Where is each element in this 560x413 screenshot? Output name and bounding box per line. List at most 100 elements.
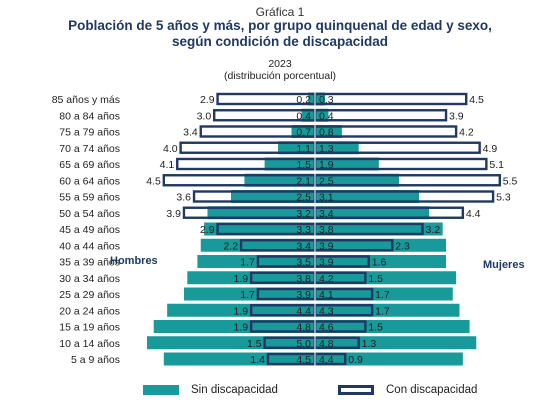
label-sin-mujeres: 3.9: [319, 257, 334, 269]
label-sin-hombres: 2.5: [296, 192, 311, 204]
label-con-hombres: 3.0: [197, 110, 212, 122]
age-label: 45 a 49 años: [59, 224, 120, 236]
label-sin-hombres: 5.0: [296, 338, 311, 350]
bar-sin-hombres: [207, 206, 315, 220]
label-con-hombres: 1.7: [240, 257, 255, 269]
bar-sin-mujeres: [315, 222, 443, 236]
label-con-hombres: 3.6: [176, 192, 191, 204]
label-sin-mujeres: 3.4: [319, 208, 334, 220]
label-con-mujeres: 5.3: [496, 192, 511, 204]
label-sin-mujeres: 4.6: [319, 322, 334, 334]
label-sin-hombres: 3.9: [296, 289, 311, 301]
legend-item-con-discapacidad: Con discapacidad: [338, 384, 477, 396]
label-sin-mujeres: 4.3: [319, 305, 334, 317]
label-con-mujeres: 5.5: [503, 175, 518, 187]
bar-sin-hombres: [204, 222, 315, 236]
bar-sin-hombres: [167, 303, 315, 317]
age-label: 65 a 69 años: [59, 159, 120, 171]
label-sin-hombres: 0.4: [296, 110, 311, 122]
label-sin-hombres: 1.5: [296, 159, 311, 171]
bar-sin-mujeres: [315, 157, 379, 171]
bar-sin-mujeres: [315, 352, 463, 366]
label-sin-mujeres: 0.4: [319, 110, 334, 122]
bar-sin-mujeres: [315, 190, 420, 203]
label-con-hombres: 2.9: [200, 224, 215, 236]
age-label: 25 a 29 años: [59, 289, 120, 301]
age-label: 75 a 79 años: [59, 127, 120, 139]
label-con-hombres: 1.9: [234, 273, 249, 285]
label-con-hombres: 2.2: [223, 240, 238, 252]
bar-sin-hombres: [231, 190, 315, 203]
label-sin-hombres: 3.5: [296, 257, 311, 269]
label-con-hombres: 1.7: [240, 289, 255, 301]
bar-sin-mujeres: [315, 238, 447, 252]
label-sin-mujeres: 0.8: [319, 127, 334, 139]
bar-sin-hombres: [291, 125, 315, 138]
bar-sin-mujeres: [315, 271, 457, 285]
label-con-mujeres: 4.9: [483, 143, 498, 155]
age-label: 80 a 84 años: [59, 110, 120, 122]
label-sin-mujeres: 3.9: [319, 240, 334, 252]
bar-sin-hombres: [244, 173, 315, 187]
label-con-hombres: 1.4: [250, 354, 265, 366]
age-label: 85 años y más: [52, 94, 120, 106]
label-sin-hombres: 2.1: [296, 175, 311, 187]
label-con-hombres: 4.1: [160, 159, 175, 171]
bar-sin-mujeres: [315, 125, 342, 138]
legend-item-sin-discapacidad: Sin discapacidad: [143, 384, 278, 396]
label-sin-hombres: 3.2: [296, 208, 311, 220]
label-sin-hombres: 4.5: [296, 354, 311, 366]
label-con-hombres: 1.5: [247, 338, 262, 350]
age-label: 70 a 74 años: [59, 143, 120, 155]
label-con-mujeres: 1.3: [362, 338, 377, 350]
bar-sin-mujeres: [315, 92, 326, 106]
label-sin-hombres: 1.1: [296, 143, 311, 155]
age-label: 5 a 9 años: [71, 354, 120, 366]
chart-year: 2023: [268, 58, 292, 70]
label-con-mujeres: 3.2: [426, 224, 441, 236]
label-sin-hombres: 4.8: [296, 322, 311, 334]
label-sin-hombres: 3.8: [296, 273, 311, 285]
label-con-hombres: 3.9: [166, 208, 181, 220]
label-con-hombres: 1.9: [234, 305, 249, 317]
bar-sin-hombres: [153, 320, 315, 333]
age-label: 40 a 44 años: [59, 240, 120, 252]
label-con-mujeres: 2.3: [395, 240, 410, 252]
bar-con-mujeres: [313, 109, 448, 122]
legend-label-sin-discapacidad: Sin discapacidad: [191, 384, 278, 396]
label-sin-mujeres: 1.3: [319, 143, 334, 155]
age-label: 10 a 14 años: [59, 338, 120, 350]
bar-sin-mujeres: [315, 255, 447, 268]
age-label: 55 a 59 años: [59, 192, 120, 204]
age-label: 50 a 54 años: [59, 208, 120, 220]
bar-sin-hombres: [200, 238, 315, 252]
chart-unit: (distribución porcentual): [223, 70, 337, 82]
age-label: 15 a 19 años: [59, 322, 120, 334]
label-sin-hombres: 3.3: [296, 224, 311, 236]
age-label: 30 a 34 años: [59, 273, 120, 285]
bar-sin-mujeres: [315, 173, 399, 187]
label-con-mujeres: 1.5: [368, 273, 383, 285]
bar-sin-hombres: [264, 157, 315, 171]
bar-sin-hombres: [163, 352, 315, 366]
bar-sin-mujeres: [315, 206, 430, 220]
label-con-hombres: 4.5: [146, 175, 161, 187]
bar-sin-mujeres: [315, 320, 470, 333]
chart-kicker: Gráfica 1: [255, 5, 305, 19]
legend-label-con-discapacidad: Con discapacidad: [386, 384, 478, 396]
label-con-hombres: 4.0: [163, 143, 178, 155]
label-sin-mujeres: 4.1: [319, 289, 334, 301]
bar-sin-hombres: [308, 92, 315, 106]
label-con-mujeres: 0.9: [348, 354, 363, 366]
bar-sin-mujeres: [315, 336, 477, 350]
label-sin-mujeres: 0.3: [319, 94, 334, 106]
side-label-hombres: Hombres: [110, 255, 158, 267]
label-con-mujeres: 4.5: [469, 94, 484, 106]
bar-sin-mujeres: [315, 287, 453, 301]
bar-sin-mujeres: [315, 108, 329, 122]
label-sin-hombres: 4.4: [296, 305, 311, 317]
label-con-mujeres: 4.4: [466, 208, 481, 220]
label-con-mujeres: 4.2: [459, 127, 474, 139]
chart-title-line-2: según condición de discapacidad: [171, 34, 389, 49]
